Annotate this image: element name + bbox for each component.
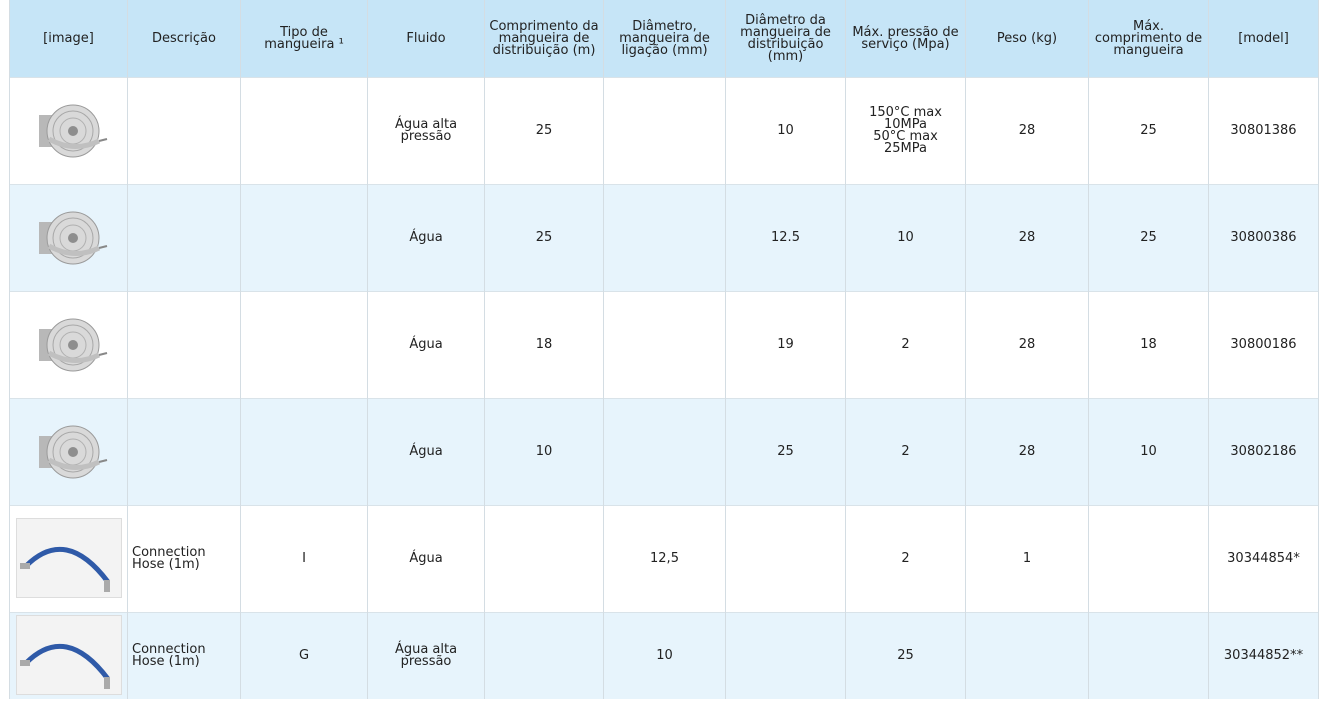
header-cell: [model] <box>1209 0 1319 78</box>
image-cell <box>10 78 128 185</box>
image-cell <box>10 292 128 399</box>
table-cell <box>485 613 604 700</box>
table-cell <box>128 78 241 185</box>
table-cell: Água alta pressão <box>368 613 485 700</box>
table-cell: Connection Hose (1m) <box>128 506 241 613</box>
hose-image <box>16 518 122 598</box>
table-cell: 25 <box>726 399 846 506</box>
table-cell: 25 <box>846 613 966 700</box>
table-cell: 25 <box>1089 78 1209 185</box>
table-cell <box>604 78 726 185</box>
table-cell: 30344854* <box>1209 506 1319 613</box>
table-cell: Connection Hose (1m) <box>128 613 241 700</box>
header-cell: Máx. comprimento de mangueira <box>1089 0 1209 78</box>
table-cell: 28 <box>966 185 1089 292</box>
table-cell <box>241 185 368 292</box>
table-cell <box>241 78 368 185</box>
image-cell <box>10 613 128 700</box>
image-cell <box>10 399 128 506</box>
header-cell: Máx. pressão de serviço (Mpa) <box>846 0 966 78</box>
header-cell: Comprimento da mangueira de distribuição… <box>485 0 604 78</box>
table-cell: 30344852** <box>1209 613 1319 700</box>
table-cell <box>604 185 726 292</box>
header-cell: Fluido <box>368 0 485 78</box>
table-cell: 150°C max 10MPa 50°C max 25MPa <box>846 78 966 185</box>
table-cell: 12.5 <box>726 185 846 292</box>
table-cell: 10 <box>846 185 966 292</box>
header-cell: Tipo de mangueira ¹ <box>241 0 368 78</box>
table-cell: 30800386 <box>1209 185 1319 292</box>
table-cell: 28 <box>966 399 1089 506</box>
table-cell <box>1089 506 1209 613</box>
table-cell <box>128 399 241 506</box>
table-cell: 10 <box>604 613 726 700</box>
table-cell <box>966 613 1089 700</box>
reel-image <box>29 416 109 486</box>
table-cell <box>128 185 241 292</box>
table-cell: 2 <box>846 506 966 613</box>
table-cell <box>726 613 846 700</box>
table-cell: 25 <box>1089 185 1209 292</box>
reel-image <box>29 309 109 379</box>
table-cell: Água <box>368 292 485 399</box>
reel-image <box>29 95 109 165</box>
header-cell: Diâmetro da mangueira de distribuição (m… <box>726 0 846 78</box>
table-cell <box>241 292 368 399</box>
table-cell: Água <box>368 399 485 506</box>
table-cell: 10 <box>485 399 604 506</box>
table-cell <box>485 506 604 613</box>
hose-image <box>16 615 122 695</box>
table-cell <box>604 292 726 399</box>
table-cell: 28 <box>966 78 1089 185</box>
table-cell: 25 <box>485 78 604 185</box>
table-cell: Água <box>368 506 485 613</box>
table-cell: 10 <box>1089 399 1209 506</box>
table-cell <box>726 506 846 613</box>
table-cell: 25 <box>485 185 604 292</box>
table-cell: 1 <box>966 506 1089 613</box>
table-cell: Água alta pressão <box>368 78 485 185</box>
table-cell: 18 <box>1089 292 1209 399</box>
table-cell: 12,5 <box>604 506 726 613</box>
image-cell <box>10 185 128 292</box>
reel-image <box>29 202 109 272</box>
header-cell: [image] <box>10 0 128 78</box>
table-cell: 30802186 <box>1209 399 1319 506</box>
header-cell: Diâmetro, mangueira de ligação (mm) <box>604 0 726 78</box>
header-cell: Descrição <box>128 0 241 78</box>
table-cell: 2 <box>846 292 966 399</box>
table-cell: 18 <box>485 292 604 399</box>
table-cell: 10 <box>726 78 846 185</box>
header-cell: Peso (kg) <box>966 0 1089 78</box>
table-cell <box>128 292 241 399</box>
table-cell: 28 <box>966 292 1089 399</box>
table-cell: 30801386 <box>1209 78 1319 185</box>
table-cell: I <box>241 506 368 613</box>
table-cell <box>1089 613 1209 700</box>
image-cell <box>10 506 128 613</box>
table-cell <box>604 399 726 506</box>
table-cell: 2 <box>846 399 966 506</box>
table-cell: 30800186 <box>1209 292 1319 399</box>
page: [image]DescriçãoTipo de mangueira ¹Fluid… <box>0 0 1327 715</box>
table-cell <box>241 399 368 506</box>
table-cell: G <box>241 613 368 700</box>
table-cell: Água <box>368 185 485 292</box>
table-cell: 19 <box>726 292 846 399</box>
